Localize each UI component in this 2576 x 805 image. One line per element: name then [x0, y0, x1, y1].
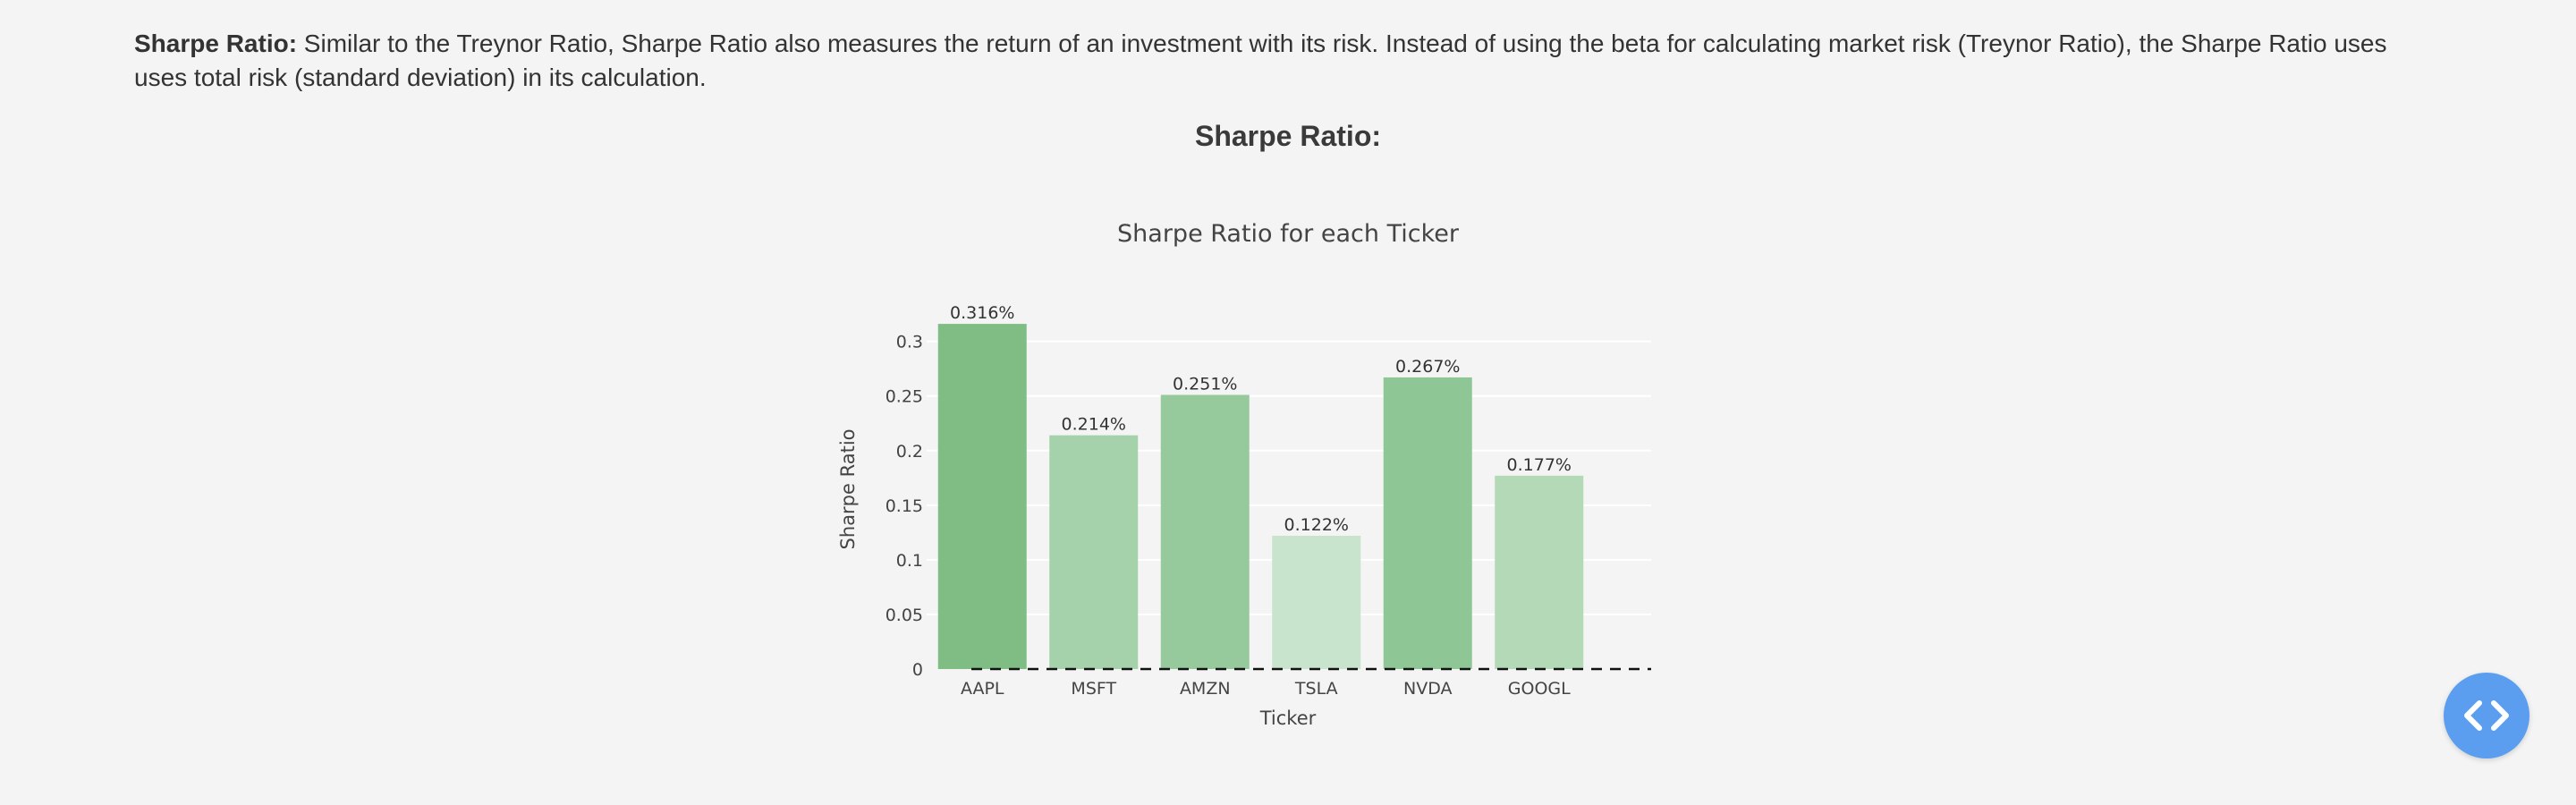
x-axis-label: Ticker: [1259, 708, 1317, 729]
y-tick-label: 0.3: [896, 333, 923, 352]
data-label: 0.122%: [1284, 515, 1349, 535]
data-label: 0.316%: [950, 303, 1014, 323]
y-axis-label: Sharpe Ratio: [837, 429, 859, 550]
y-tick-label: 0.1: [896, 551, 923, 571]
y-tick-label: 0.25: [886, 387, 923, 407]
y-tick-label: 0.05: [886, 606, 923, 625]
y-tick-label: 0.15: [886, 496, 923, 516]
data-label: 0.251%: [1173, 374, 1237, 394]
x-tick-label: TSLA: [1294, 679, 1338, 699]
data-label: 0.267%: [1395, 357, 1460, 377]
bar-googl[interactable]: [1495, 476, 1583, 669]
data-label: 0.177%: [1507, 455, 1572, 475]
y-tick-label: 0.2: [896, 442, 923, 462]
x-tick-label: GOOGL: [1508, 679, 1571, 699]
x-tick-label: NVDA: [1403, 679, 1453, 699]
bar-aapl[interactable]: [938, 324, 1027, 669]
labels-layer: 0.316% 0.214% 0.251% 0.122% 0.267% 0.177%: [950, 303, 1572, 535]
code-brackets-icon: [2462, 698, 2512, 733]
y-tick-label: 0: [912, 660, 923, 680]
chart-title: Sharpe Ratio for each Ticker: [1117, 220, 1460, 248]
bars-layer: [938, 324, 1584, 669]
bar-tsla[interactable]: [1272, 536, 1360, 669]
bar-amzn[interactable]: [1161, 394, 1250, 669]
code-toggle-button[interactable]: [2444, 673, 2529, 758]
x-tick-label: AAPL: [961, 679, 1004, 699]
bar-msft[interactable]: [1049, 436, 1138, 669]
x-tick-label: MSFT: [1071, 679, 1116, 699]
x-tick-label: AMZN: [1180, 679, 1231, 699]
bar-nvda[interactable]: [1384, 377, 1472, 669]
data-label: 0.214%: [1062, 415, 1126, 435]
